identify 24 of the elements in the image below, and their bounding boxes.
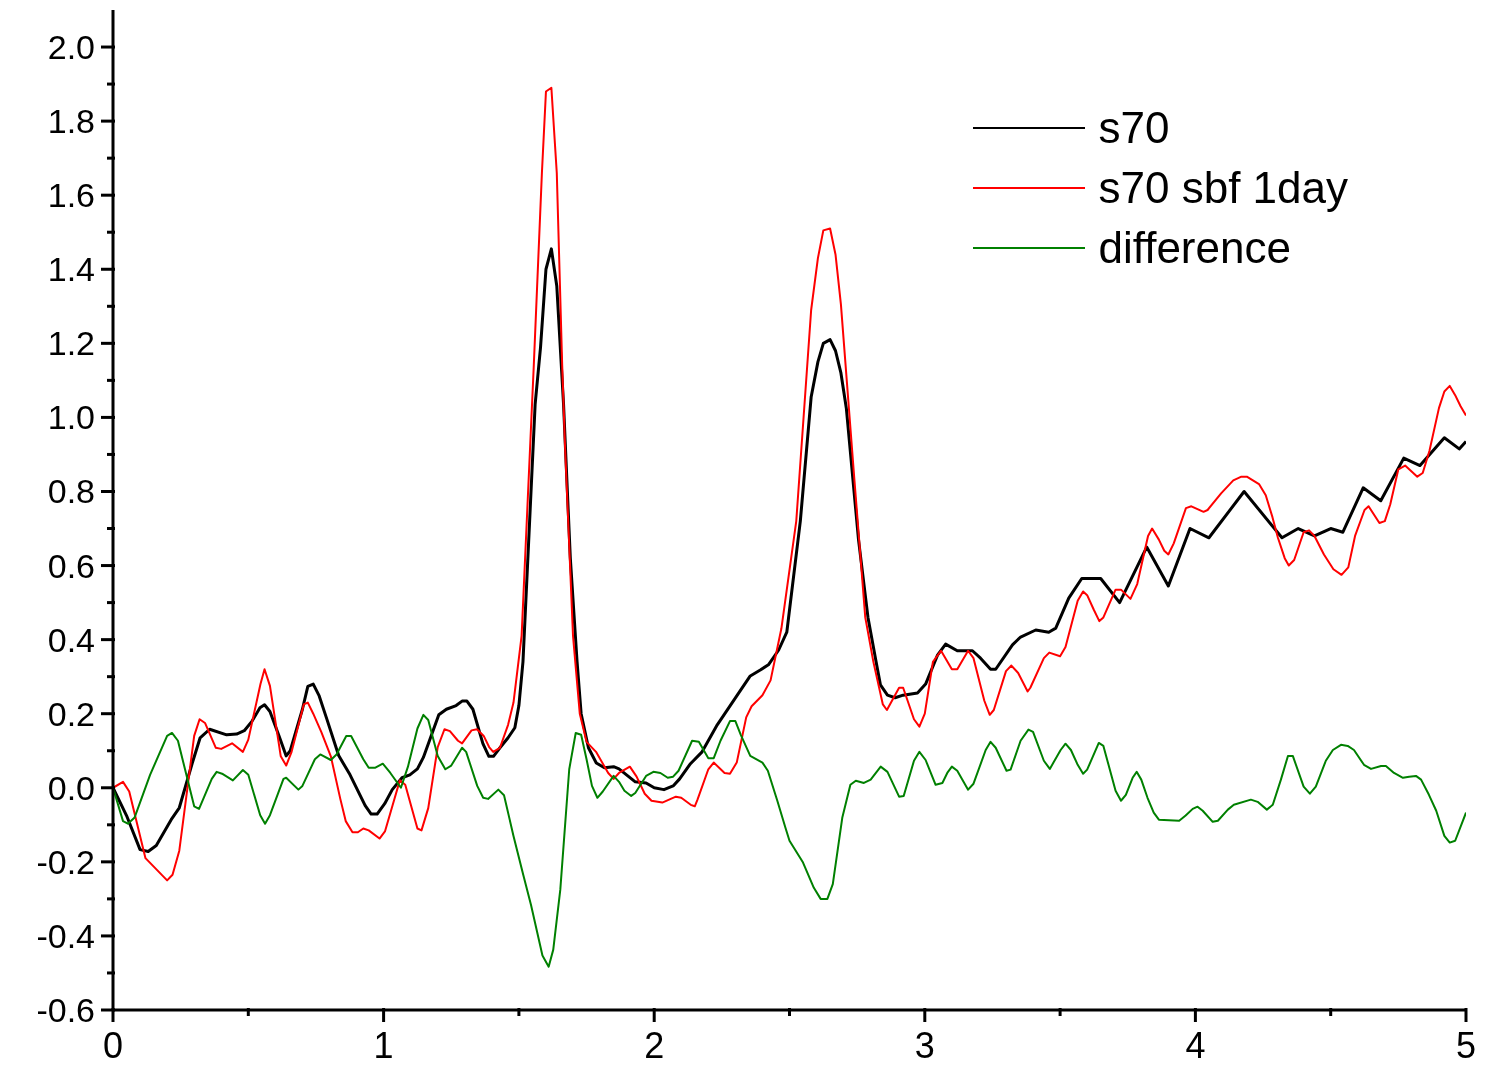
y-tick-label: 1.8 — [47, 102, 95, 141]
y-tick-label: -0.4 — [36, 916, 95, 955]
y-tick-label: 1.0 — [47, 398, 95, 437]
y-tick-label: 0.6 — [47, 546, 95, 585]
legend-label: s70 sbf 1day — [1098, 162, 1348, 214]
legend-label: difference — [1098, 222, 1291, 274]
y-tick-label: 0.0 — [47, 768, 95, 807]
x-tick-label: 5 — [1455, 1025, 1477, 1066]
y-tick-label: 2.0 — [47, 28, 95, 67]
line-series — [113, 713, 1466, 968]
y-tick-label: 1.2 — [47, 324, 95, 363]
y-tick-label: 1.6 — [47, 176, 95, 215]
y-tick-label: 0.8 — [47, 472, 95, 511]
legend-label: s70 — [1098, 102, 1170, 154]
x-tick-label: 2 — [644, 1025, 665, 1066]
y-tick-label: 0.4 — [47, 620, 95, 659]
x-tick-label: 1 — [373, 1025, 394, 1066]
y-tick-label: -0.6 — [36, 991, 95, 1029]
x-tick-label: 3 — [914, 1025, 935, 1066]
y-tick-label: -0.2 — [36, 842, 95, 881]
y-tick-label: 0.2 — [47, 694, 95, 733]
x-tick-label: 4 — [1185, 1025, 1206, 1066]
x-tick-label: 0 — [102, 1025, 124, 1066]
y-tick-label: 1.4 — [47, 250, 95, 289]
